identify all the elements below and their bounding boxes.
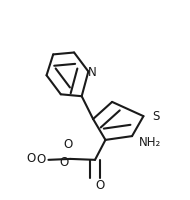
Text: O: O [64,138,73,151]
Text: S: S [152,110,159,123]
Text: O: O [27,152,36,165]
Text: N: N [87,66,96,79]
Text: O: O [95,179,104,192]
Text: O: O [36,153,46,166]
Text: NH₂: NH₂ [139,136,161,149]
Text: O: O [59,156,68,169]
